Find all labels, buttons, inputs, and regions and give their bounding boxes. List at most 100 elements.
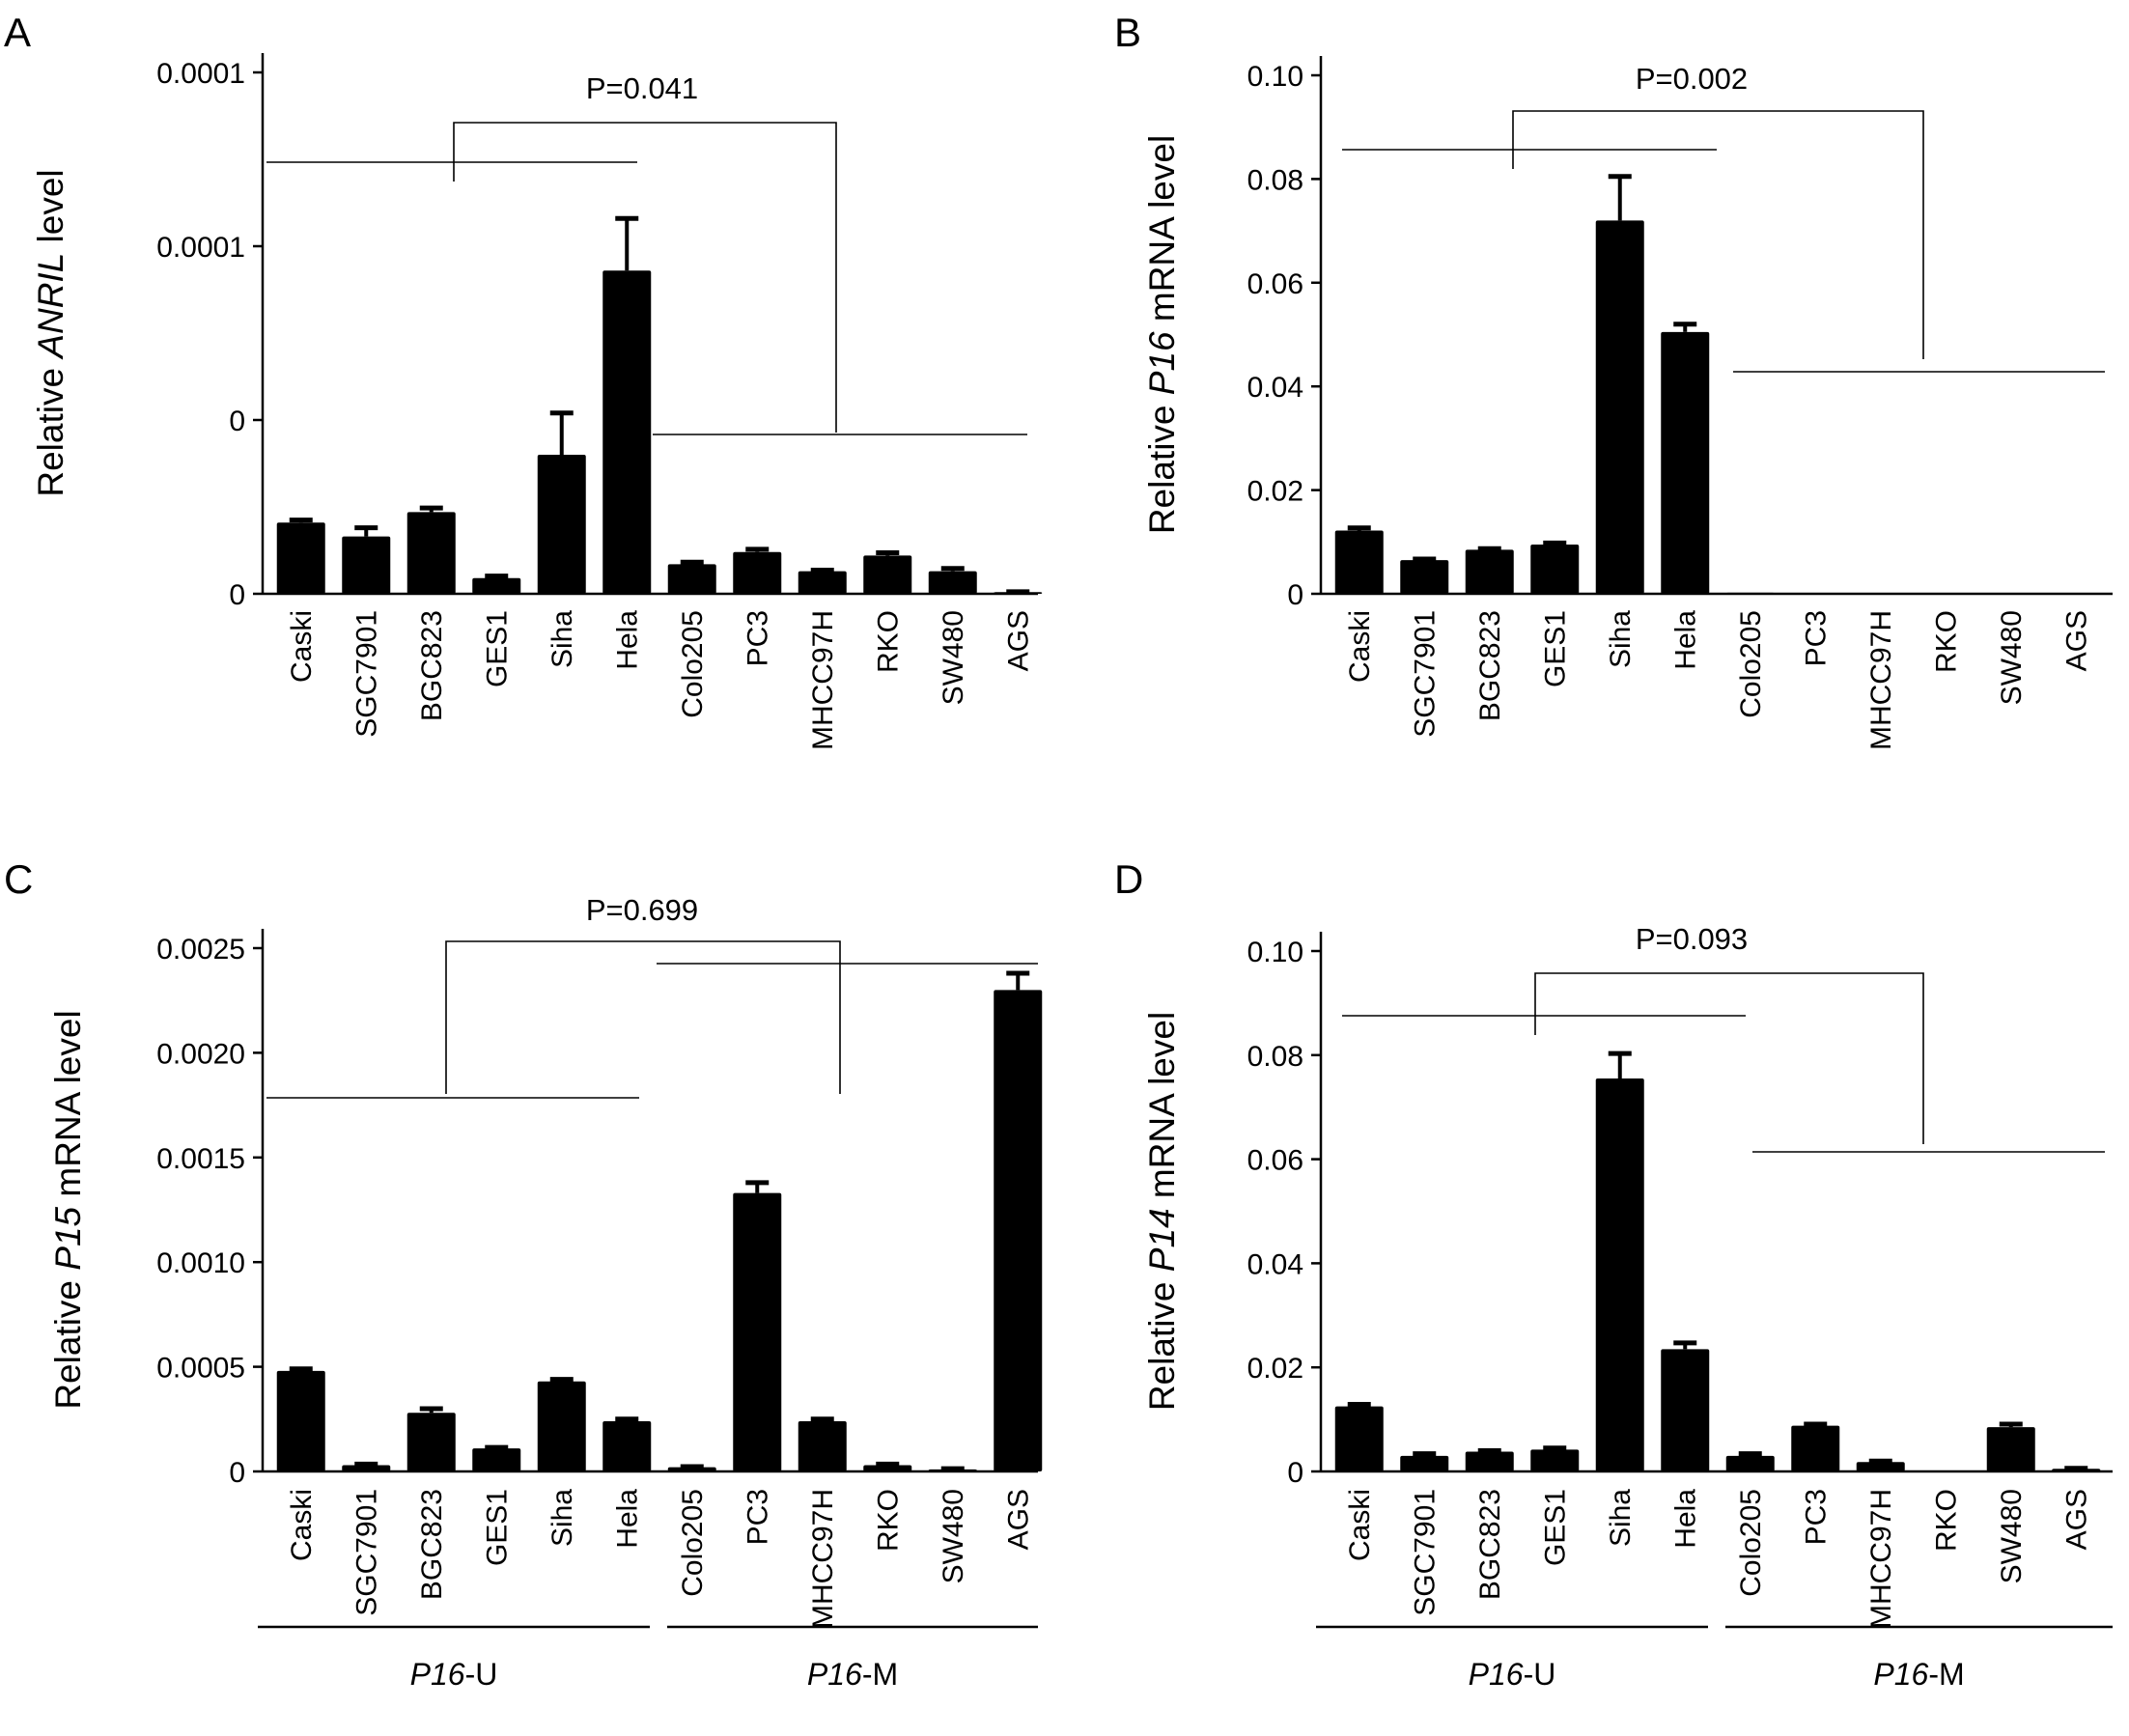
category-label: GES1 — [481, 610, 513, 687]
group-label-italic: P16 — [410, 1657, 465, 1692]
bar-siha — [537, 1381, 586, 1471]
bar-pc3 — [733, 551, 782, 594]
group-label: P16-M — [1873, 1657, 1964, 1692]
bar-ges1 — [1530, 1449, 1580, 1471]
category-label: RKO — [872, 610, 904, 673]
bar-caski — [1334, 530, 1384, 594]
category-label: RKO — [872, 1489, 904, 1552]
y-axis-label-part: P15 — [48, 1206, 88, 1270]
y-tick-label: 0.0020 — [156, 1038, 245, 1070]
y-axis-label-part: P14 — [1142, 1208, 1182, 1272]
y-tick-label: 0.02 — [1247, 1353, 1303, 1385]
bar-ges1 — [472, 1448, 521, 1471]
panel-label: C — [4, 856, 33, 902]
category-label: Caski — [286, 1489, 318, 1561]
panel-label: B — [1114, 10, 1141, 55]
bar-bgc823 — [406, 512, 456, 594]
category-label: MHCC97H — [807, 1489, 839, 1629]
y-tick-label: 0.10 — [1247, 937, 1303, 968]
panel-d: D 0 0.02 0.04 0.06 0.08 0.10 Relative P14 mRNA … — [1114, 856, 2113, 1692]
category-label: Siha — [546, 1489, 578, 1547]
y-axis-label: Relative P14 mRNA level — [1142, 1012, 1182, 1411]
y-axis-label-part: Relative — [1142, 395, 1182, 534]
panel-a: A 0 0 0.0001 0.0001 Relative ANRIL level Caski… — [4, 10, 1043, 750]
category-label: Caski — [1344, 610, 1376, 683]
category-label: Siha — [1605, 610, 1637, 668]
group-label: P16-U — [410, 1657, 498, 1692]
bar-caski — [1334, 1406, 1384, 1471]
category-label: Colo205 — [1735, 1489, 1767, 1597]
bar-siha — [1595, 1078, 1644, 1471]
bar-sgc7901 — [342, 536, 391, 594]
category-label: BGC823 — [1474, 1489, 1506, 1600]
group-label-rest: -M — [1928, 1657, 1964, 1692]
category-label: SW480 — [938, 1489, 969, 1583]
y-axis-label: Relative P15 mRNA level — [48, 1010, 88, 1409]
category-label: Caski — [286, 610, 318, 683]
y-tick-label: 0.10 — [1247, 61, 1303, 93]
significance-bracket — [445, 940, 841, 1094]
bar-pc3 — [733, 1192, 782, 1471]
y-tick-label: 0.06 — [1247, 268, 1303, 300]
y-tick-label: 0.0001 — [156, 58, 245, 90]
y-tick-label: 0.04 — [1247, 372, 1303, 404]
category-label: SW480 — [1996, 610, 2028, 705]
y-tick-label: 0 — [1287, 1457, 1303, 1489]
group-label-rest: -U — [465, 1657, 498, 1692]
category-label: Hela — [1669, 610, 1701, 670]
category-label: MHCC97H — [1865, 1489, 1897, 1629]
y-tick-label: 0.0001 — [156, 232, 245, 264]
category-label: Colo205 — [677, 610, 709, 718]
bar-sw480 — [928, 571, 977, 594]
category-label: Hela — [1669, 1489, 1701, 1549]
p-value-label: P=0.041 — [586, 71, 698, 105]
y-axis-label-part: mRNA level — [1142, 135, 1182, 332]
category-label: SGC7901 — [350, 1489, 382, 1616]
y-axis-label-part: mRNA level — [1142, 1012, 1182, 1209]
category-label: SGC7901 — [1409, 1489, 1441, 1616]
y-axis-label: Relative ANRIL level — [31, 169, 70, 496]
category-label: MHCC97H — [1865, 610, 1897, 750]
significance-bracket — [1512, 110, 1924, 359]
panel-label: A — [4, 10, 31, 55]
category-label: PC3 — [1800, 610, 1832, 666]
category-label: Hela — [611, 610, 643, 670]
group-label-rest: -U — [1524, 1657, 1556, 1692]
bar-colo205 — [1725, 592, 1775, 594]
bar-colo205 — [667, 1467, 716, 1471]
category-label: AGS — [1002, 610, 1034, 671]
category-label: PC3 — [742, 610, 773, 666]
y-tick-label: 0.08 — [1247, 1041, 1303, 1073]
y-axis-label-part: Relative — [1142, 1272, 1182, 1411]
category-label: Siha — [1605, 1489, 1637, 1547]
bar-colo205 — [1725, 1455, 1775, 1471]
bar-mhcc97h — [798, 571, 847, 594]
y-axis-label-part: ANRIL — [31, 253, 70, 360]
y-tick-label: 0 — [229, 406, 245, 437]
category-label: BGC823 — [416, 610, 448, 721]
bar-mhcc97h — [1856, 1462, 1905, 1471]
bar-sgc7901 — [342, 1465, 391, 1471]
panel-c: C 0 0.0005 0.0010 0.0015 0.0020 0.0025 Relative… — [4, 856, 1043, 1692]
category-label: AGS — [1002, 1489, 1034, 1550]
bar-sw480 — [1986, 1427, 2035, 1471]
bar-siha — [537, 455, 586, 594]
bar-colo205 — [667, 564, 716, 594]
category-label: MHCC97H — [807, 610, 839, 750]
bar-sgc7901 — [1400, 560, 1449, 594]
group-label: P16-M — [807, 1657, 898, 1692]
y-tick-label: 0.08 — [1247, 164, 1303, 196]
y-tick-label: 0 — [229, 579, 245, 611]
group-label-italic: P16 — [1873, 1657, 1928, 1692]
panel-b: B 0 0.02 0.04 0.06 0.08 0.10 Relative P16 mRNA … — [1114, 10, 2113, 750]
bar-caski — [276, 1370, 325, 1471]
bar-siha — [1595, 220, 1644, 595]
panel-label: D — [1114, 856, 1143, 902]
group-label: P16-U — [1469, 1657, 1556, 1692]
y-tick-label: 0.0005 — [156, 1353, 245, 1385]
y-axis-label-part: Relative — [48, 1271, 88, 1410]
category-label: SW480 — [1996, 1489, 2028, 1583]
significance-bracket — [453, 122, 837, 433]
category-label: SGC7901 — [1409, 610, 1441, 738]
y-tick-label: 0.0010 — [156, 1247, 245, 1279]
